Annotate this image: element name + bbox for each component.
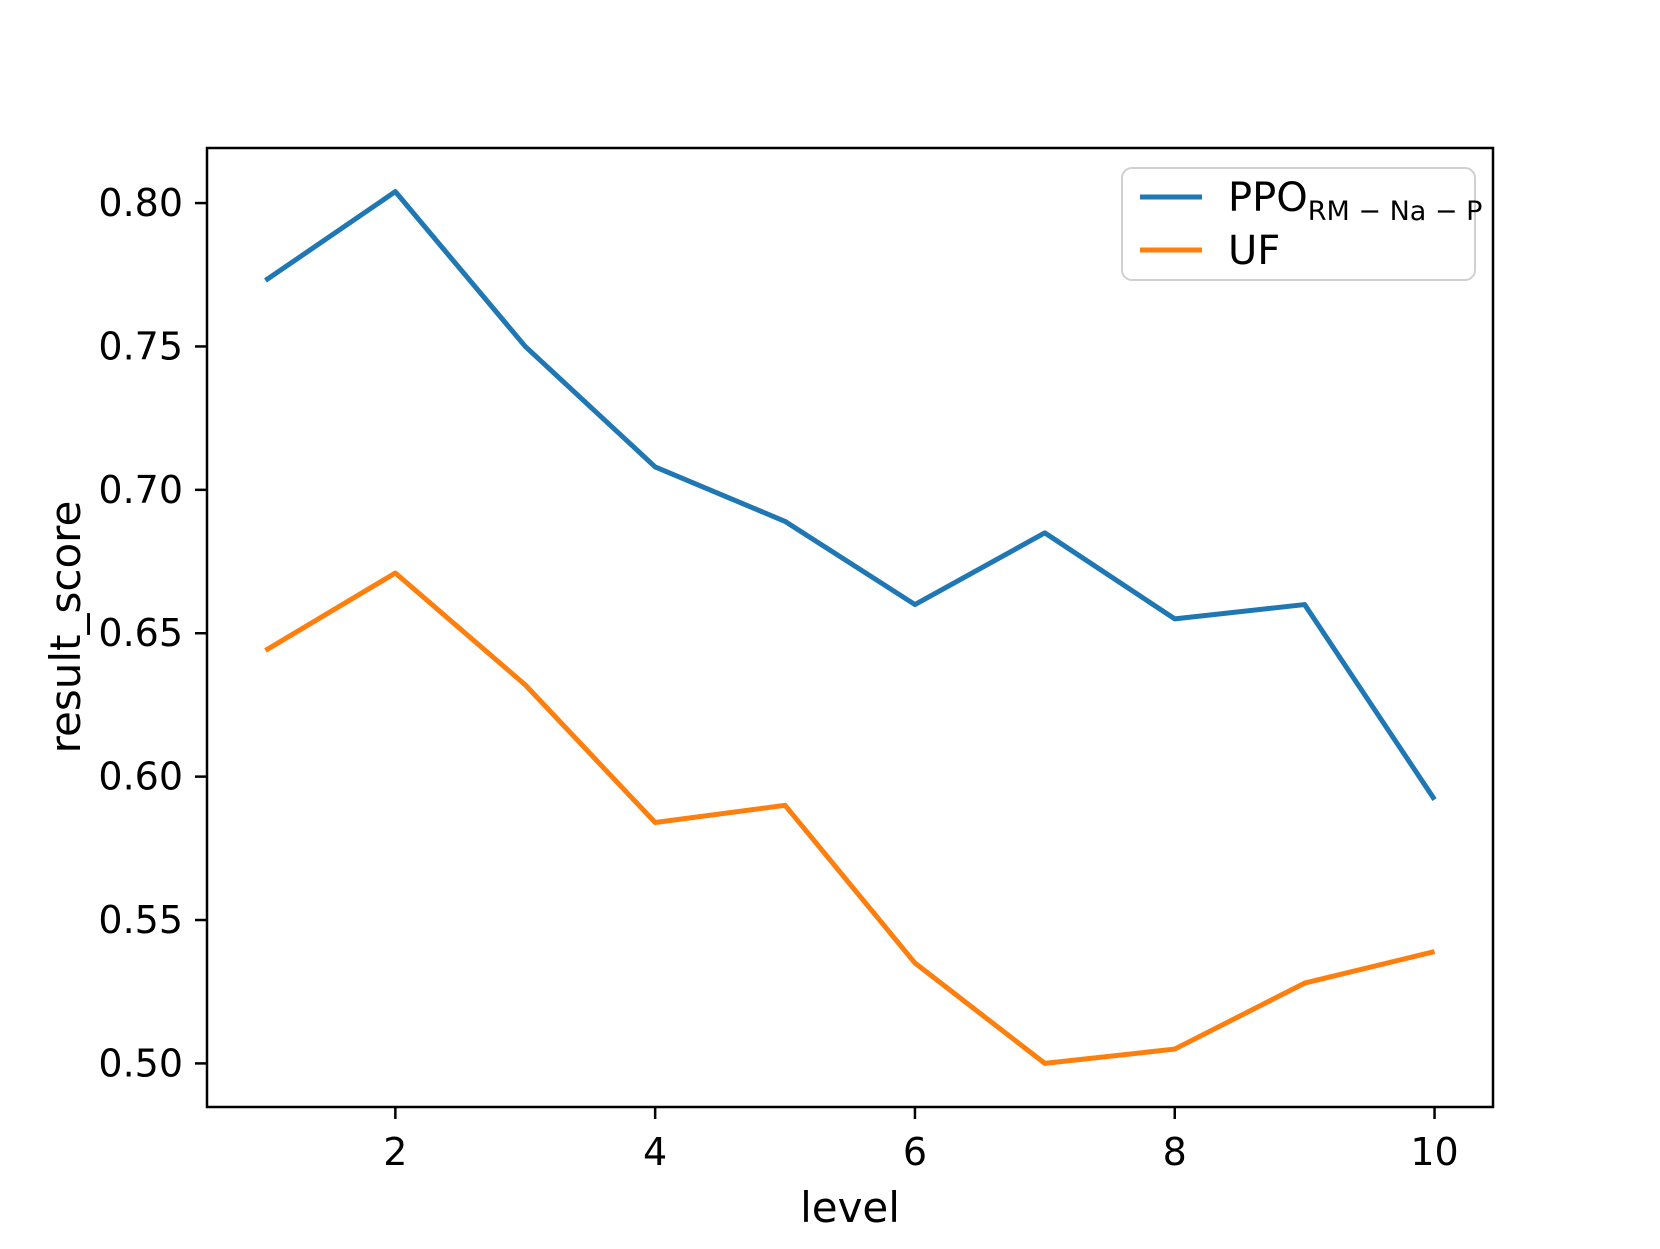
y-tick-label: 0.75 [98, 324, 183, 368]
y-tick-label: 0.70 [98, 468, 183, 512]
series-line-ppo [264, 189, 1437, 801]
y-axis-label: result_score [41, 501, 90, 754]
x-tick-label: 6 [903, 1130, 927, 1174]
legend-entries: PPORM − Na − PUF [1140, 175, 1482, 274]
axis-ticks: 2 4 6 8 10 0.50 0.55 0.60 0.65 0.70 0.75 0.80 [98, 181, 1458, 1174]
y-tick-label: 0.80 [98, 181, 183, 225]
legend-box [1121, 167, 1476, 281]
y-tick-label: 0.50 [98, 1041, 183, 1085]
x-tick-label: 10 [1410, 1130, 1458, 1174]
data-series [264, 189, 1437, 1066]
y-tick-label: 0.60 [98, 755, 183, 799]
y-tick-label: 0.55 [98, 898, 183, 942]
x-axis-label: level [800, 1183, 900, 1232]
axes-frame [205, 146, 1495, 1109]
x-tick-label: 8 [1163, 1130, 1187, 1174]
legend: PPORM − Na − PUF [1121, 167, 1482, 281]
y-tick-label: 0.65 [98, 611, 183, 655]
legend-label-uf: UF [1228, 228, 1280, 274]
x-tick-label: 4 [643, 1130, 667, 1174]
x-tick-label: 2 [383, 1130, 407, 1174]
legend-label-ppo: PPORM − Na − P [1228, 175, 1482, 227]
series-line-uf [264, 570, 1436, 1066]
